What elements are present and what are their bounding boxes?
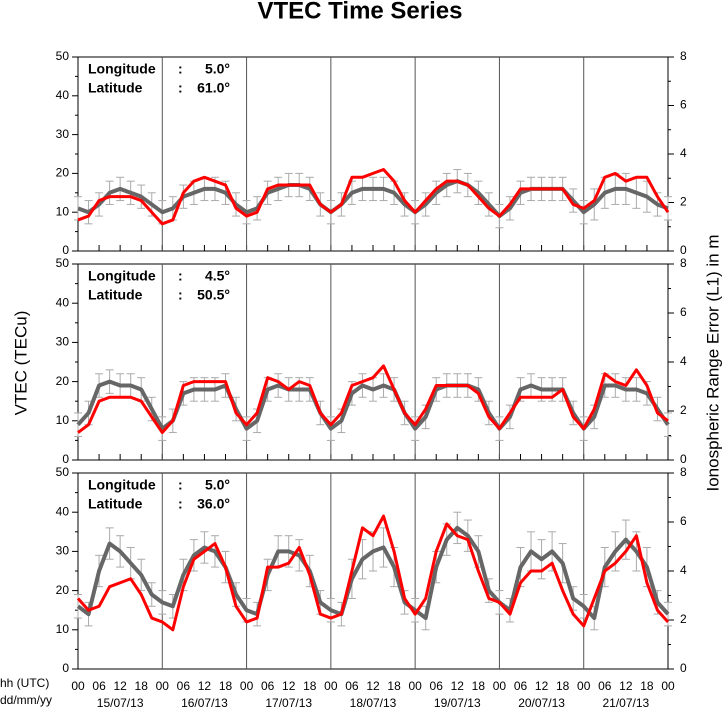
annotation-label: Latitude: [88, 496, 143, 512]
x-tick-label: 18: [640, 679, 654, 693]
x-tick-label: 12: [366, 679, 380, 693]
x-tick-label: 06: [261, 679, 275, 693]
y2-tick-label: 4: [680, 146, 687, 160]
x-tick-label: 12: [282, 679, 296, 693]
annotation-colon: :: [178, 477, 183, 493]
x-tick-label: 18: [219, 679, 233, 693]
y-tick-label: 0: [62, 243, 69, 257]
x-tick-label: 06: [430, 679, 444, 693]
x-tick-label: 18: [135, 679, 149, 693]
x-axis-label: hh (UTC): [0, 676, 49, 690]
date-label: 21/07/13: [602, 696, 649, 710]
y2-tick-label: 6: [680, 514, 687, 528]
y-tick-label: 20: [56, 166, 70, 180]
plot-frame: [77, 263, 669, 461]
x-tick-label: 00: [156, 679, 170, 693]
y2-tick-label: 0: [680, 661, 687, 675]
date-label: 15/07/13: [97, 696, 144, 710]
y-tick-label: 10: [56, 622, 70, 636]
x-tick-label: 18: [303, 679, 317, 693]
x-tick-label: 00: [493, 679, 507, 693]
series-line: [76, 379, 670, 431]
annotation-label: Longitude: [88, 61, 156, 77]
series-line: [77, 364, 669, 435]
series-line: [76, 525, 670, 621]
date-label: 17/07/13: [265, 696, 312, 710]
annotation-colon: :: [178, 61, 183, 77]
x-tick-label: 06: [92, 679, 106, 693]
annotation-colon: :: [178, 268, 183, 284]
y-tick-label: 40: [56, 504, 70, 518]
x-tick-label: 00: [240, 679, 254, 693]
y2-tick-label: 6: [680, 305, 687, 319]
y-tick-label: 10: [56, 204, 70, 218]
y2-tick-label: 0: [680, 452, 687, 466]
y2-tick-label: 8: [680, 49, 687, 63]
y-tick-label: 20: [56, 374, 70, 388]
y2-tick-label: 4: [680, 354, 687, 368]
date-label: 20/07/13: [518, 696, 565, 710]
x-tick-label: 00: [408, 679, 422, 693]
annotation-value: 36.0°: [197, 496, 230, 512]
y2-axis-label: Ionospheric Range Error (L1) in m: [703, 234, 722, 491]
y-tick-label: 30: [56, 544, 70, 558]
y2-tick-label: 4: [680, 563, 687, 577]
x-tick-label: 06: [177, 679, 191, 693]
annotation-value: 4.5°: [205, 268, 230, 284]
annotation-label: Latitude: [88, 80, 143, 96]
y2-tick-label: 8: [680, 256, 687, 270]
date-label: 19/07/13: [434, 696, 481, 710]
y-tick-label: 20: [56, 583, 70, 597]
x-tick-label: 18: [556, 679, 570, 693]
x-tick-label: 00: [577, 679, 591, 693]
x-tick-label: 06: [345, 679, 359, 693]
y-tick-label: 50: [56, 49, 70, 63]
x-tick-label: 00: [324, 679, 338, 693]
series-line: [76, 514, 670, 632]
y-tick-label: 30: [56, 127, 70, 141]
date-label: 18/07/13: [350, 696, 397, 710]
y2-tick-label: 6: [680, 98, 687, 112]
y-tick-label: 0: [62, 452, 69, 466]
y-tick-label: 40: [56, 295, 70, 309]
y-tick-label: 0: [62, 661, 69, 675]
annotation-colon: :: [178, 80, 183, 96]
date-label: 16/07/13: [181, 696, 228, 710]
annotation-label: Longitude: [88, 477, 156, 493]
annotation-label: Latitude: [88, 287, 143, 303]
annotation-value: 50.5°: [197, 287, 230, 303]
x-tick-label: 12: [619, 679, 633, 693]
chart-title: VTEC Time Series: [258, 0, 463, 24]
annotation-value: 61.0°: [197, 80, 230, 96]
x-tick-label: 00: [71, 679, 85, 693]
y2-tick-label: 2: [680, 195, 687, 209]
y-tick-label: 50: [56, 465, 70, 479]
x-tick-label: 12: [113, 679, 127, 693]
y2-tick-label: 8: [680, 465, 687, 479]
annotation-colon: :: [178, 496, 183, 512]
annotation-colon: :: [178, 287, 183, 303]
y-tick-label: 50: [56, 256, 70, 270]
x-tick-label: 18: [472, 679, 486, 693]
x-tick-label: 06: [598, 679, 612, 693]
y2-tick-label: 2: [680, 612, 687, 626]
y-tick-label: 10: [56, 413, 70, 427]
y-tick-label: 40: [56, 88, 70, 102]
y-axis-label: VTEC (TECu): [11, 311, 30, 416]
series-line: [77, 168, 670, 226]
x-tick-label: 12: [198, 679, 212, 693]
y2-tick-label: 0: [680, 243, 687, 257]
x-tick-label: 00: [661, 679, 675, 693]
annotation-value: 5.0°: [205, 61, 230, 77]
x-tick-label: 06: [514, 679, 528, 693]
annotation-label: Longitude: [88, 268, 156, 284]
x-tick-label: 12: [535, 679, 549, 693]
annotation-value: 5.0°: [205, 477, 230, 493]
x-tick-label: 12: [451, 679, 465, 693]
y2-tick-label: 2: [680, 403, 687, 417]
x-axis-label: dd/mm/yy: [0, 693, 52, 707]
y-tick-label: 30: [56, 335, 70, 349]
x-tick-label: 18: [387, 679, 401, 693]
